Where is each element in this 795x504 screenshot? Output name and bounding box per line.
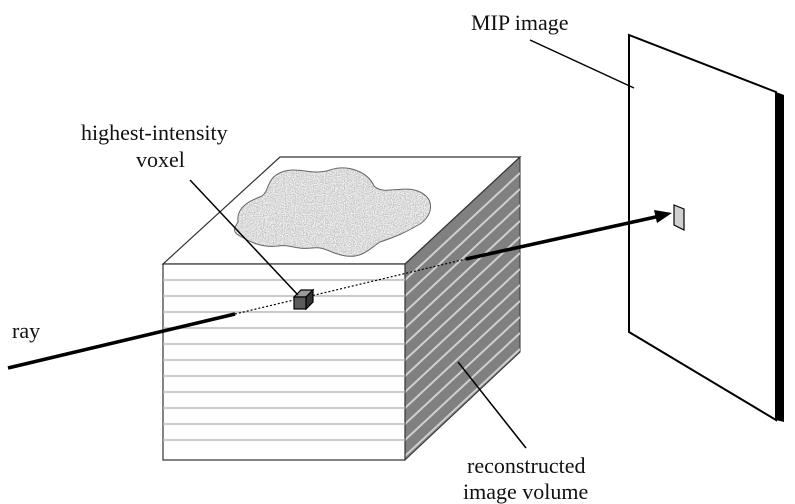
ray-label: ray (12, 318, 40, 343)
voxel-label-line1: highest-intensity (81, 120, 228, 145)
volume-front-face (163, 264, 405, 460)
projected-voxel (674, 205, 684, 230)
mip-panel-edge (776, 92, 784, 422)
mip-image-label: MIP image (471, 10, 569, 35)
volume-label-line2: image volume (463, 479, 588, 504)
mip-image-panel (629, 35, 784, 422)
mip-image-leader (530, 40, 634, 88)
image-volume-block (163, 157, 520, 460)
voxel-label-line2: voxel (136, 147, 185, 172)
mip-panel-face (629, 35, 776, 420)
volume-label-line1: reconstructed (467, 453, 586, 478)
